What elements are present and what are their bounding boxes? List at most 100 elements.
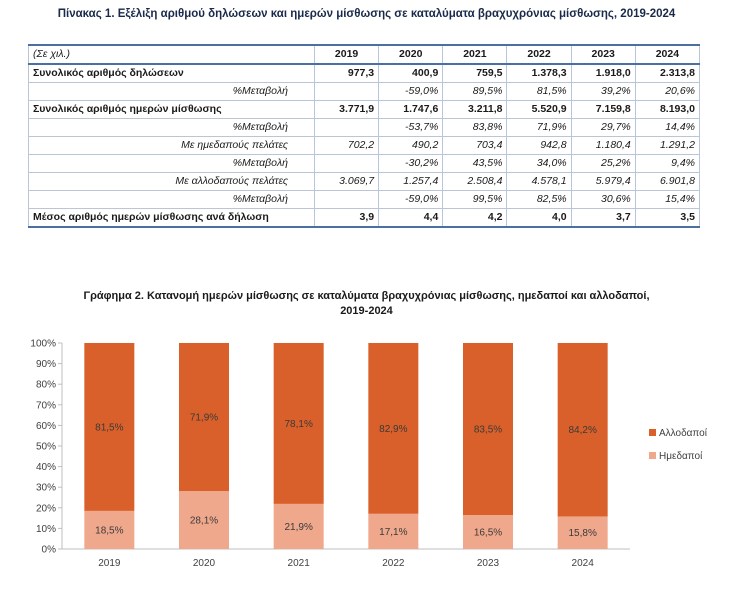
row-label: %Μεταβολή xyxy=(28,190,315,209)
x-tick-label: 2019 xyxy=(98,558,121,569)
table-cell: 82,5% xyxy=(506,190,572,209)
data-label: 78,1% xyxy=(284,419,312,430)
row-label: Με ημεδαπούς πελάτες xyxy=(28,136,315,155)
bar-segment xyxy=(368,513,419,549)
table-cell: 3.069,7 xyxy=(313,172,380,191)
row-label: Μέσος αριθμός ημερών μίσθωσης ανά δήλωση xyxy=(28,208,315,228)
table-cell xyxy=(313,82,380,101)
x-tick-label: 2022 xyxy=(382,558,405,569)
table-cell xyxy=(313,190,380,209)
legend-swatch xyxy=(649,429,656,436)
table-row: Συνολικός αριθμός δηλώσεων 977,3 400,9 759,… xyxy=(28,63,701,83)
bar-segment xyxy=(463,343,513,516)
table-cell: 25,2% xyxy=(570,154,636,173)
table-cell: 1.918,0 xyxy=(570,63,636,83)
bar-segment xyxy=(179,491,229,549)
data-label: 71,9% xyxy=(190,413,218,424)
data-label: 17,1% xyxy=(379,527,407,538)
y-tick-label: 50% xyxy=(36,442,56,453)
table-cell: 89,5% xyxy=(442,82,508,101)
bar-segment xyxy=(84,510,135,549)
table-row: Μέσος αριθμός ημερών μίσθωσης ανά δήλωση… xyxy=(28,208,701,228)
table-cell: 3.771,9 xyxy=(313,100,380,119)
bar-segment xyxy=(273,503,324,549)
table-row: Με ημεδαπούς πελάτες 702,2 490,2 703,4 942,8… xyxy=(28,136,701,155)
table-cell: 30,6% xyxy=(570,190,636,209)
table-cell: 1.747,6 xyxy=(378,100,444,119)
y-tick-label: 30% xyxy=(36,483,56,494)
table-cell xyxy=(313,154,380,173)
table-cell: 14,4% xyxy=(634,118,701,137)
table-cell: 5.979,4 xyxy=(570,172,636,191)
table-cell: 39,2% xyxy=(570,82,636,101)
stacked-bar-chart: 0% 10% 20% 30% 40% 50% 60% 70% 80% 90% 100% 18,5% 81… xyxy=(30,339,707,570)
row-label: Με αλλοδαπούς πελάτες xyxy=(28,172,315,191)
table-cell: -30,2% xyxy=(378,154,444,173)
table-cell: 6.901,8 xyxy=(634,172,701,191)
table-row: %Μεταβολή -59,0% 89,5% 81,5% 39,2% 20,6% xyxy=(28,82,701,101)
y-tick-label: 40% xyxy=(36,462,56,473)
table-cell: 702,2 xyxy=(313,136,380,155)
data-label: 81,5% xyxy=(95,422,123,433)
table-cell: 3,9 xyxy=(313,208,380,228)
table-cell: 4,4 xyxy=(378,208,444,228)
table-cell: 34,0% xyxy=(506,154,572,173)
table-cell: 99,5% xyxy=(442,190,508,209)
unit-label: (Σε χιλ.) xyxy=(28,44,315,65)
table-cell: 9,4% xyxy=(634,154,701,173)
x-tick-label: 2021 xyxy=(288,558,311,569)
chart-title-line2: 2019-2024 xyxy=(340,305,393,317)
data-label: 83,5% xyxy=(474,425,502,436)
y-tick-label: 100% xyxy=(30,339,56,350)
table-cell: 7.159,8 xyxy=(570,100,636,119)
chart-title-line1: Γράφημα 2. Κατανομή ημερών μίσθωσης σε κ… xyxy=(83,290,650,302)
x-tick-label: 2023 xyxy=(477,558,500,569)
bar-segment xyxy=(179,343,229,492)
y-tick-label: 80% xyxy=(36,380,56,391)
table-cell: 400,9 xyxy=(378,63,444,83)
table-cell: -59,0% xyxy=(378,82,444,101)
table-cell xyxy=(313,118,380,137)
table-cell: 1.180,4 xyxy=(570,136,636,155)
table-cell: 4.578,1 xyxy=(506,172,572,191)
bar-segment xyxy=(368,343,419,514)
data-label: 18,5% xyxy=(95,525,123,536)
row-label: %Μεταβολή xyxy=(28,154,315,173)
table-cell: 3,7 xyxy=(570,208,636,228)
y-tick-label: 0% xyxy=(42,545,57,556)
data-label: 28,1% xyxy=(190,516,218,527)
bar-segment xyxy=(557,516,608,549)
table-cell: -53,7% xyxy=(378,118,444,137)
table-cell: 703,4 xyxy=(442,136,508,155)
legend-label: Ημεδαποί xyxy=(659,450,703,462)
year-header: 2020 xyxy=(378,44,444,65)
data-label: 82,9% xyxy=(379,424,407,435)
table-cell: 4,2 xyxy=(442,208,508,228)
year-header: 2024 xyxy=(634,44,701,65)
table-cell: 71,9% xyxy=(506,118,572,137)
table-cell: 83,8% xyxy=(442,118,508,137)
bar-segment xyxy=(84,343,135,511)
data-label: 84,2% xyxy=(568,425,596,436)
bar-segment xyxy=(273,343,324,504)
table-cell: 2.313,8 xyxy=(634,63,701,83)
data-label: 21,9% xyxy=(284,522,312,533)
data-label: 15,8% xyxy=(568,528,596,539)
chart-title: Γράφημα 2. Κατανομή ημερών μίσθωσης σε κ… xyxy=(0,289,733,319)
table-cell: 3.211,8 xyxy=(442,100,508,119)
bar-segment xyxy=(463,515,513,549)
year-header: 2022 xyxy=(506,44,572,65)
table-cell: 1.257,4 xyxy=(378,172,444,191)
table-cell: 5.520,9 xyxy=(506,100,572,119)
table-cell: 1.378,3 xyxy=(506,63,572,83)
row-label: %Μεταβολή xyxy=(28,82,315,101)
table-cell: 20,6% xyxy=(634,82,701,101)
y-tick-label: 70% xyxy=(36,400,56,411)
y-tick-label: 60% xyxy=(36,421,56,432)
row-label: Συνολικός αριθμός ημερών μίσθωσης xyxy=(28,100,315,119)
table-cell: 81,5% xyxy=(506,82,572,101)
table-cell: 8.193,0 xyxy=(634,100,701,119)
table-row: %Μεταβολή -53,7% 83,8% 71,9% 29,7% 14,4% xyxy=(28,118,701,137)
legend-swatch xyxy=(649,452,656,459)
table-cell: -59,0% xyxy=(378,190,444,209)
